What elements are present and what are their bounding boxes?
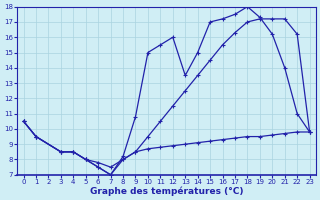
X-axis label: Graphe des températures (°C): Graphe des températures (°C) bbox=[90, 186, 243, 196]
